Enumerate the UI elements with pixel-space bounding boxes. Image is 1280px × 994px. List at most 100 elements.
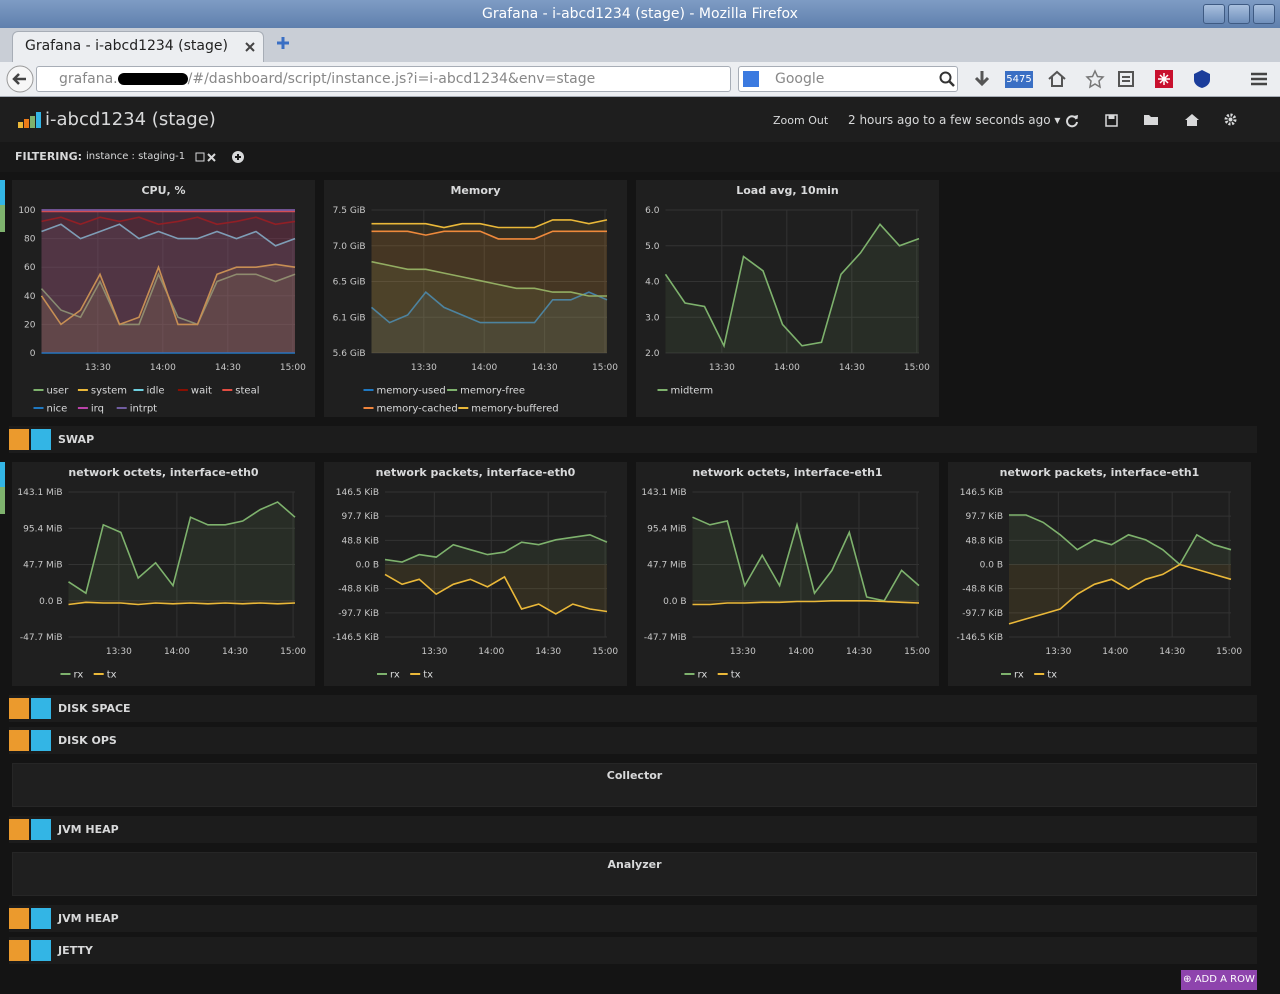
x-tick-label: 13:30: [1045, 647, 1071, 657]
legend-label[interactable]: irq: [91, 404, 104, 415]
time-range[interactable]: 2 hours ago to a few seconds ago ▾: [848, 113, 1061, 127]
chart: network packets, interface-eth1 146.5 KiB…: [957, 466, 1243, 681]
legend-label[interactable]: rx: [74, 670, 84, 681]
back-button[interactable]: [5, 64, 35, 94]
legend-label[interactable]: rx: [698, 670, 708, 681]
filter-tag[interactable]: instance : staging-1: [86, 151, 186, 162]
dashboard-title[interactable]: i-abcd1234 (stage): [45, 109, 216, 130]
legend-label[interactable]: steal: [235, 386, 259, 397]
chart: network octets, interface-eth1 143.1 MiB 9…: [641, 466, 930, 681]
filter-edit-remove[interactable]: [195, 152, 217, 163]
zoom-out[interactable]: Zoom Out: [773, 114, 829, 127]
save[interactable]: [1105, 114, 1118, 127]
settings[interactable]: [1224, 113, 1237, 126]
nav-bar: grafana. /#/dashboard/script/instance.js?…: [0, 62, 1280, 97]
row-settings[interactable]: [9, 698, 29, 719]
search-bar[interactable]: Google: [738, 66, 958, 92]
legend-label[interactable]: memory-buffered: [471, 404, 558, 415]
y-tick-label: -97.7 KiB: [962, 609, 1003, 619]
dashboard-rows: CPU, % 100 80 60 40 20 0 13:30 14:00 14:30 15:00 us…: [9, 180, 1257, 973]
url-path: /#/dashboard/script/instance.js?i=i-abcd…: [187, 71, 596, 87]
collapsed-row[interactable]: DISK SPACE: [9, 695, 1257, 722]
legend-label[interactable]: tx: [731, 670, 741, 681]
legend-label[interactable]: memory-free: [460, 386, 525, 397]
chart-title: network packets, interface-eth0: [376, 466, 576, 479]
legend-label[interactable]: user: [47, 386, 70, 397]
y-tick-label: 143.1 MiB: [641, 488, 686, 498]
legend-label[interactable]: tx: [107, 670, 117, 681]
row-expand[interactable]: [31, 940, 51, 961]
series-line: [68, 501, 296, 595]
row-expand[interactable]: [31, 698, 51, 719]
row-title: DISK SPACE: [58, 702, 131, 715]
panel: network packets, interface-eth1 146.5 KiB…: [948, 462, 1251, 686]
legend-label[interactable]: nice: [47, 404, 68, 415]
collapsed-row[interactable]: JVM HEAP: [9, 905, 1257, 932]
legend-label[interactable]: system: [91, 386, 127, 397]
y-tick-label: 95.4 MiB: [647, 524, 686, 534]
legend-label[interactable]: wait: [191, 386, 212, 397]
row-expand[interactable]: [31, 730, 51, 751]
maximize[interactable]: [1228, 4, 1250, 24]
x-tick-label: 15:00: [280, 647, 306, 657]
row-expand[interactable]: [31, 429, 51, 450]
row-expand[interactable]: [31, 819, 51, 840]
legend-label[interactable]: rx: [390, 670, 400, 681]
row-expand[interactable]: [31, 908, 51, 929]
legend-label[interactable]: tx: [423, 670, 433, 681]
y-tick-label: 4.0: [645, 278, 660, 288]
search-icon[interactable]: [939, 71, 955, 87]
filter-bar: FILTERING: instance : staging-1: [0, 142, 1280, 172]
row-settings[interactable]: [9, 429, 29, 450]
x-tick-label: 13:30: [709, 363, 735, 373]
add-row-button[interactable]: ⊕ ADD A ROW: [1181, 970, 1257, 990]
series-line: [41, 223, 296, 247]
open[interactable]: [1144, 114, 1159, 126]
tab-close[interactable]: [245, 42, 255, 52]
adblock[interactable]: [1192, 69, 1212, 89]
panel: Load avg, 10min 6.0 5.0 4.0 3.0 2.0 13:30 14:00…: [636, 180, 939, 417]
filter-add[interactable]: [232, 151, 244, 163]
x-tick-label: 14:30: [532, 363, 558, 373]
minimize[interactable]: [1203, 4, 1225, 24]
panel-row: CPU, % 100 80 60 40 20 0 13:30 14:00 14:30 15:00 us…: [12, 180, 1257, 417]
new-tab[interactable]: [276, 36, 290, 50]
bookmark[interactable]: [1085, 69, 1105, 89]
home-dashboard[interactable]: [1185, 113, 1199, 126]
legend-label[interactable]: idle: [147, 386, 165, 397]
addon[interactable]: [1154, 69, 1174, 89]
close-window[interactable]: [1253, 4, 1275, 24]
panel: network octets, interface-eth0 143.1 MiB 9…: [12, 462, 315, 686]
y-tick-label: 95.4 MiB: [23, 524, 62, 534]
legend-label[interactable]: midterm: [671, 386, 714, 397]
refresh[interactable]: [1065, 114, 1079, 128]
row-settings[interactable]: [9, 730, 29, 751]
downloads[interactable]: [972, 69, 992, 89]
badge[interactable]: 5475: [1005, 71, 1033, 88]
legend-label[interactable]: memory-cached: [377, 404, 458, 415]
tab[interactable]: Grafana - i-abcd1234 (stage): [12, 31, 264, 62]
collapsed-row[interactable]: SWAP: [9, 426, 1257, 453]
dashboard-header: i-abcd1234 (stage) Zoom Out 2 hours ago …: [0, 97, 1280, 142]
row-settings[interactable]: [9, 819, 29, 840]
url-bar[interactable]: grafana. /#/dashboard/script/instance.js?…: [36, 66, 731, 92]
legend-label[interactable]: intrpt: [130, 404, 157, 415]
collapsed-row[interactable]: JETTY: [9, 937, 1257, 964]
legend-label[interactable]: tx: [1047, 670, 1057, 681]
row-settings[interactable]: [9, 940, 29, 961]
series-line: [371, 230, 607, 240]
panel: network packets, interface-eth0 146.5 KiB…: [324, 462, 627, 686]
series-area: [665, 224, 919, 353]
home[interactable]: [1047, 69, 1067, 89]
y-tick-label: 146.5 KiB: [960, 488, 1003, 498]
series-area: [41, 210, 295, 353]
collapsed-row[interactable]: DISK OPS: [9, 727, 1257, 754]
series-line: [68, 601, 296, 606]
collapsed-row[interactable]: JVM HEAP: [9, 816, 1257, 843]
menu[interactable]: [1249, 69, 1269, 89]
row-settings[interactable]: [9, 908, 29, 929]
legend-label[interactable]: rx: [1014, 670, 1024, 681]
bookmarks-list[interactable]: [1116, 69, 1136, 89]
legend-label[interactable]: memory-used: [377, 386, 446, 397]
